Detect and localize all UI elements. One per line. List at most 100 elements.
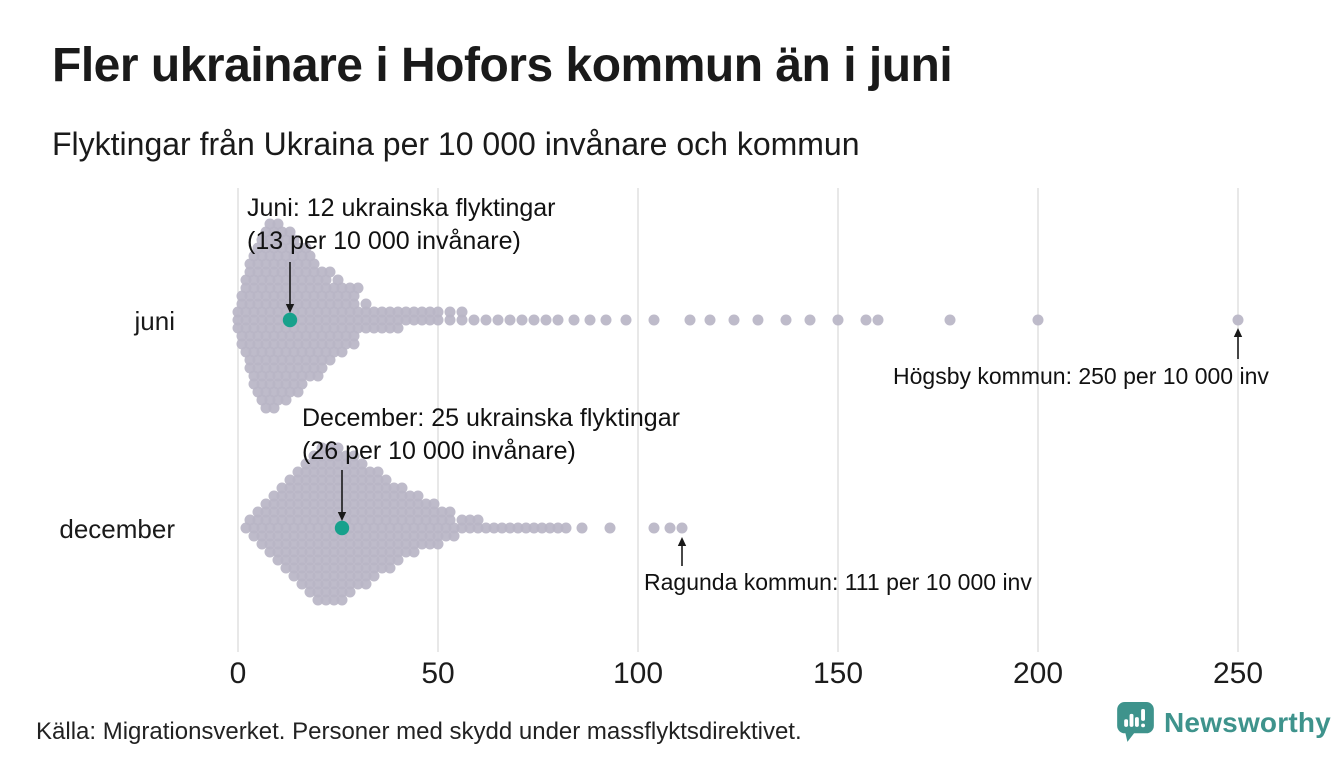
swarm-dot: [676, 522, 688, 534]
x-tick-label: 250: [1212, 657, 1264, 690]
swarm-dot: [288, 530, 300, 542]
outlier-label-hogsby: Högsby kommun: 250 per 10 000 inv: [893, 363, 1269, 389]
swarm-dot: [272, 554, 284, 566]
swarm-dot: [420, 506, 432, 518]
swarm-dot: [324, 506, 336, 518]
swarm-dot: [304, 554, 316, 566]
swarm-dot: [336, 578, 348, 590]
swarm-dot: [408, 306, 420, 318]
swarm-dot: [304, 530, 316, 542]
chart-title: Fler ukrainare i Hofors kommun än i juni: [52, 39, 953, 92]
swarm-dot: [240, 314, 252, 326]
swarm-dot: [332, 474, 344, 486]
swarm-dot: [456, 522, 468, 534]
swarm-dot: [324, 498, 336, 510]
swarm-dot: [424, 314, 436, 326]
swarm-dot: [320, 538, 332, 550]
swarm-dot: [288, 538, 300, 550]
swarm-dot: [412, 490, 424, 502]
swarm-dot: [296, 554, 308, 566]
swarm-dot: [384, 538, 396, 550]
swarm-dot: [308, 498, 320, 510]
swarm-dot: [424, 530, 436, 542]
swarm-dot: [384, 546, 396, 558]
swarm-dot: [480, 522, 492, 534]
swarm-dot: [344, 530, 356, 542]
swarm-dot: [316, 474, 328, 486]
swarm-dot: [280, 554, 292, 566]
swarm-dot: [296, 378, 308, 390]
swarm-dot: [384, 530, 396, 542]
swarm-dot: [296, 546, 308, 558]
swarm-dot: [344, 578, 356, 590]
swarm-dot: [352, 578, 364, 590]
swarm-dot: [296, 562, 308, 574]
swarm-dot: [404, 506, 416, 518]
swarm-dot: [336, 586, 348, 598]
swarm-dot: [272, 314, 284, 326]
swarm-dot: [444, 306, 456, 318]
swarm-dot: [292, 466, 304, 478]
swarm-dot: [388, 506, 400, 518]
swarm-dot: [332, 466, 344, 478]
swarm-dot: [276, 490, 288, 502]
swarm-dot: [308, 482, 320, 494]
swarm-dot: [340, 466, 352, 478]
swarm-dot: [312, 546, 324, 558]
swarm-dot: [428, 498, 440, 510]
swarm-dot: [356, 490, 368, 502]
swarm-dot: [396, 506, 408, 518]
swarm-dot: [392, 538, 404, 550]
swarm-dot: [360, 538, 372, 550]
swarm-dot: [368, 322, 380, 334]
swarm-dot: [340, 490, 352, 502]
swarm-dot: [276, 506, 288, 518]
swarm-dot: [344, 546, 356, 558]
swarm-dot: [352, 570, 364, 582]
swarm-dot: [388, 482, 400, 494]
swarm-dot: [584, 314, 596, 326]
swarm-dot: [376, 314, 388, 326]
swarm-dot: [336, 562, 348, 574]
swarm-dot: [408, 530, 420, 542]
swarm-dot: [312, 554, 324, 566]
swarm-dot: [432, 314, 444, 326]
swarm-dot: [328, 538, 340, 550]
swarm-dot: [312, 570, 324, 582]
swarm-dot: [332, 442, 344, 454]
swarm-dot: [316, 506, 328, 518]
swarm-dot: [404, 498, 416, 510]
swarm-dot: [400, 314, 412, 326]
swarm-dot: [512, 522, 524, 534]
swarm-dot: [360, 546, 372, 558]
swarm-dot: [360, 562, 372, 574]
highlight-dot: [334, 520, 350, 536]
swarm-dot: [300, 490, 312, 502]
swarm-dot: [860, 314, 872, 326]
swarm-dot: [356, 458, 368, 470]
swarm-dot: [432, 530, 444, 542]
swarm-dot: [268, 490, 280, 502]
x-tick-label: 50: [421, 657, 455, 690]
x-tick-label: 200: [1012, 657, 1064, 690]
swarm-dot: [324, 474, 336, 486]
swarm-dot: [388, 498, 400, 510]
swarm-dot: [416, 306, 428, 318]
swarm-dot: [288, 554, 300, 566]
swarm-dot: [504, 522, 516, 534]
swarm-dot: [336, 546, 348, 558]
swarm-dot: [368, 546, 380, 558]
swarm-dot: [248, 314, 260, 326]
annotation-juni: Juni: 12 ukrainska flyktingar (13 per 10…: [247, 192, 555, 258]
swarm-dot: [284, 506, 296, 518]
swarm-dot: [340, 482, 352, 494]
swarm-dot: [352, 322, 364, 334]
swarm-dot: [332, 458, 344, 470]
swarm-dot: [364, 498, 376, 510]
swarm-dot: [328, 314, 340, 326]
swarm-dot: [400, 530, 412, 542]
swarm-dot: [372, 474, 384, 486]
swarm-dot: [264, 530, 276, 542]
swarm-dot: [300, 466, 312, 478]
swarm-dot: [436, 506, 448, 518]
